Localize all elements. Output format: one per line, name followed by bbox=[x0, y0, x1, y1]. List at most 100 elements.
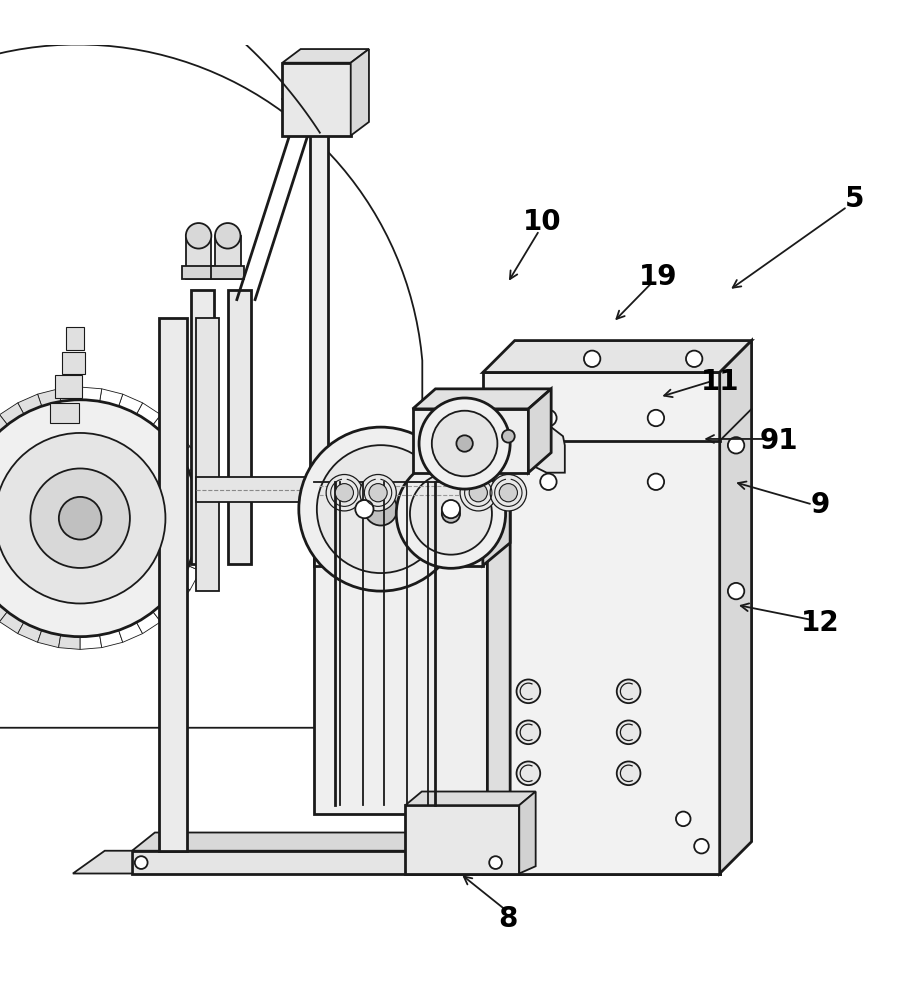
Polygon shape bbox=[0, 45, 423, 728]
Polygon shape bbox=[528, 389, 565, 473]
Circle shape bbox=[135, 856, 148, 869]
Polygon shape bbox=[228, 290, 251, 564]
Circle shape bbox=[503, 812, 517, 826]
Polygon shape bbox=[189, 547, 208, 571]
Circle shape bbox=[676, 812, 691, 826]
Polygon shape bbox=[179, 566, 200, 590]
Polygon shape bbox=[17, 394, 42, 414]
Circle shape bbox=[442, 505, 460, 523]
Circle shape bbox=[186, 223, 211, 249]
Polygon shape bbox=[118, 394, 143, 414]
Circle shape bbox=[617, 720, 640, 744]
Circle shape bbox=[442, 500, 460, 518]
Polygon shape bbox=[483, 441, 510, 566]
Text: 91: 91 bbox=[760, 427, 798, 455]
Text: 19: 19 bbox=[639, 263, 677, 291]
Circle shape bbox=[584, 351, 600, 367]
Polygon shape bbox=[168, 583, 190, 607]
Polygon shape bbox=[0, 403, 24, 425]
Polygon shape bbox=[413, 409, 528, 473]
Polygon shape bbox=[73, 851, 132, 874]
Circle shape bbox=[326, 474, 363, 511]
Polygon shape bbox=[137, 403, 160, 425]
Circle shape bbox=[299, 427, 463, 591]
Circle shape bbox=[540, 474, 557, 490]
Polygon shape bbox=[80, 635, 102, 649]
Polygon shape bbox=[310, 63, 328, 482]
Polygon shape bbox=[80, 387, 102, 401]
Circle shape bbox=[686, 351, 702, 367]
Polygon shape bbox=[118, 622, 143, 642]
Polygon shape bbox=[487, 454, 510, 814]
Circle shape bbox=[360, 474, 396, 511]
Circle shape bbox=[728, 437, 744, 454]
Polygon shape bbox=[0, 598, 7, 622]
Polygon shape bbox=[405, 805, 519, 874]
Polygon shape bbox=[17, 622, 42, 642]
Polygon shape bbox=[413, 389, 551, 409]
Circle shape bbox=[364, 493, 397, 526]
Polygon shape bbox=[186, 236, 211, 279]
Polygon shape bbox=[37, 389, 61, 406]
Circle shape bbox=[502, 430, 515, 443]
Polygon shape bbox=[159, 318, 187, 851]
Polygon shape bbox=[37, 630, 61, 648]
Circle shape bbox=[617, 679, 640, 703]
Polygon shape bbox=[132, 851, 720, 874]
Circle shape bbox=[517, 679, 540, 703]
Polygon shape bbox=[137, 612, 160, 634]
Polygon shape bbox=[483, 372, 720, 874]
Polygon shape bbox=[66, 327, 84, 350]
Polygon shape bbox=[50, 403, 79, 423]
Circle shape bbox=[499, 484, 517, 502]
Circle shape bbox=[432, 411, 497, 476]
Circle shape bbox=[490, 474, 527, 511]
Polygon shape bbox=[179, 446, 200, 471]
Polygon shape bbox=[58, 387, 80, 401]
Polygon shape bbox=[519, 792, 536, 874]
Polygon shape bbox=[99, 630, 123, 648]
Polygon shape bbox=[153, 415, 177, 438]
Text: 10: 10 bbox=[523, 208, 561, 236]
Circle shape bbox=[728, 583, 744, 599]
Polygon shape bbox=[189, 466, 208, 489]
Polygon shape bbox=[282, 49, 369, 63]
Polygon shape bbox=[0, 415, 7, 438]
Polygon shape bbox=[99, 389, 123, 406]
Circle shape bbox=[406, 477, 432, 502]
Polygon shape bbox=[282, 63, 351, 136]
Circle shape bbox=[30, 468, 130, 568]
Circle shape bbox=[369, 484, 387, 502]
Polygon shape bbox=[351, 49, 369, 136]
Circle shape bbox=[517, 761, 540, 785]
Polygon shape bbox=[528, 389, 551, 473]
Circle shape bbox=[489, 856, 502, 869]
Text: 8: 8 bbox=[498, 905, 518, 933]
Circle shape bbox=[355, 500, 374, 518]
Polygon shape bbox=[62, 352, 85, 374]
Text: 5: 5 bbox=[844, 185, 865, 213]
Polygon shape bbox=[405, 792, 536, 805]
Polygon shape bbox=[215, 236, 241, 279]
Circle shape bbox=[456, 435, 473, 452]
Polygon shape bbox=[720, 341, 752, 874]
Polygon shape bbox=[132, 833, 742, 851]
Polygon shape bbox=[211, 266, 244, 279]
Circle shape bbox=[469, 484, 487, 502]
Polygon shape bbox=[314, 454, 510, 474]
Polygon shape bbox=[483, 341, 752, 372]
Circle shape bbox=[317, 445, 445, 573]
Polygon shape bbox=[55, 375, 82, 398]
Polygon shape bbox=[314, 474, 487, 814]
Circle shape bbox=[0, 400, 199, 637]
Polygon shape bbox=[58, 635, 80, 649]
Circle shape bbox=[0, 433, 166, 603]
Polygon shape bbox=[191, 290, 214, 564]
Circle shape bbox=[517, 720, 540, 744]
Polygon shape bbox=[314, 464, 483, 566]
Text: 9: 9 bbox=[810, 491, 830, 519]
Circle shape bbox=[410, 473, 492, 555]
Circle shape bbox=[413, 483, 425, 496]
Text: 11: 11 bbox=[701, 368, 739, 396]
Circle shape bbox=[396, 459, 506, 568]
